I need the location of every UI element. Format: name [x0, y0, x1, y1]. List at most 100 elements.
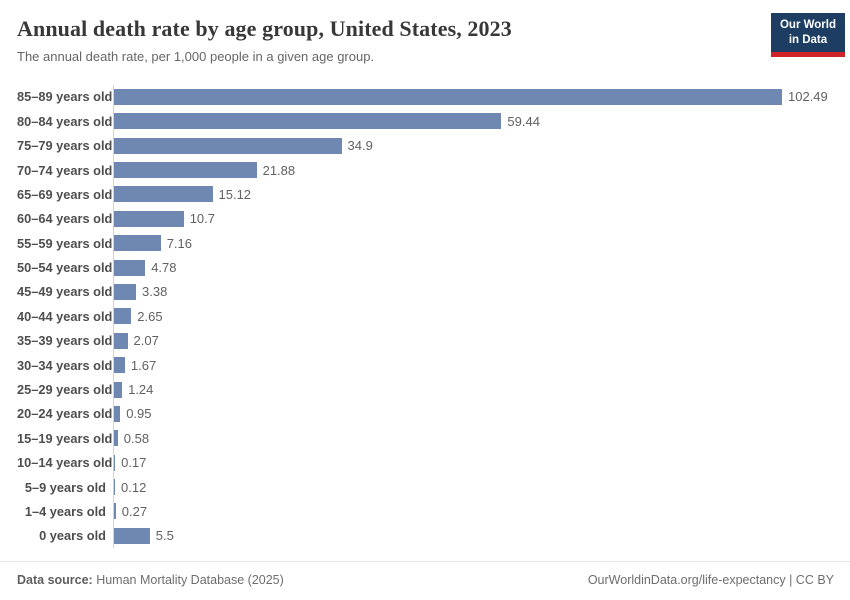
- category-label: 55–59 years old: [17, 235, 113, 251]
- bar-area: 0.58: [113, 426, 834, 451]
- category-label: 25–29 years old: [17, 382, 113, 398]
- bar-value-label: 0.27: [121, 503, 148, 519]
- bar-value-label: 0.58: [123, 430, 150, 446]
- category-label: 65–69 years old: [17, 186, 113, 202]
- chart-row: 25–29 years old 1.24: [17, 377, 834, 402]
- bar-value-label: 102.49: [788, 89, 828, 105]
- bar-area: 34.9: [113, 133, 834, 158]
- category-label: 85–89 years old: [17, 89, 113, 105]
- bar-value-label: 2.65: [137, 308, 163, 324]
- bar[interactable]: [114, 283, 136, 300]
- bar-area: 0.27: [113, 499, 834, 524]
- category-label: 80–84 years old: [17, 113, 113, 129]
- bar-value-label: 21.88: [262, 162, 296, 178]
- bar-value-label: 0.95: [126, 406, 152, 422]
- bar-area: 0.95: [113, 401, 834, 427]
- bar[interactable]: [114, 527, 150, 544]
- data-source-text: Human Mortality Database (2025): [92, 573, 284, 587]
- bar-chart-rows: 85–89 years old 102.49 80–84 years old 59.4…: [17, 84, 834, 549]
- bar-value-label: 15.12: [218, 186, 252, 202]
- chart-row: 1–4 years old 0.27: [17, 499, 834, 524]
- bar-area: 59.44: [113, 109, 834, 134]
- chart-row: 35–39 years old 2.07: [17, 328, 834, 353]
- bar-area: 2.65: [113, 304, 834, 329]
- bar-area: 4.78: [113, 255, 834, 280]
- chart-row: 10–14 years old 0.17: [17, 450, 834, 475]
- category-label: 10–14 years old: [17, 455, 113, 471]
- bar-area: 10.7: [113, 206, 834, 231]
- bar[interactable]: [114, 405, 121, 422]
- bar-value-label: 4.78: [151, 260, 177, 276]
- bar-area: 0.17: [113, 450, 834, 475]
- chart-subtitle: The annual death rate, per 1,000 people …: [17, 49, 375, 65]
- bar[interactable]: [114, 259, 146, 276]
- category-label: 15–19 years old: [17, 430, 113, 446]
- data-source-label: Data source:: [17, 573, 93, 587]
- bar-value-label: 1.67: [130, 357, 157, 373]
- bar-area: 1.67: [113, 352, 834, 378]
- bar-value-label: 2.07: [133, 333, 159, 349]
- category-label: 75–79 years old: [17, 138, 113, 154]
- bar-area: 1.24: [113, 377, 834, 402]
- owid-logo-line2: in Data: [788, 33, 828, 46]
- bar-value-label: 10.7: [189, 211, 215, 227]
- category-label: 30–34 years old: [17, 357, 113, 373]
- chart-row: 0 years old 5.5: [17, 523, 834, 549]
- chart-row: 15–19 years old 0.58: [17, 426, 834, 451]
- bar[interactable]: [114, 479, 115, 496]
- bar-value-label: 5.5: [155, 528, 174, 544]
- category-label: 5–9 years old: [24, 479, 106, 495]
- bar-area: 15.12: [113, 182, 834, 207]
- attribution-link[interactable]: OurWorldinData.org/life-expectancy | CC …: [587, 573, 834, 587]
- chart-row: 50–54 years old 4.78: [17, 255, 834, 280]
- category-label: 70–74 years old: [17, 162, 113, 178]
- bar-value-label: 0.17: [121, 455, 147, 471]
- bar[interactable]: [114, 381, 123, 398]
- owid-logo: Our World in Data: [770, 13, 845, 57]
- bar-area: 7.16: [113, 230, 834, 256]
- bar-value-label: 7.16: [166, 235, 192, 251]
- chart-row: 40–44 years old 2.65: [17, 304, 834, 329]
- bar[interactable]: [114, 88, 782, 105]
- chart-row: 65–69 years old 15.12: [17, 182, 834, 207]
- page-title: Annual death rate by age group, United S…: [17, 16, 512, 41]
- chart-row: 80–84 years old 59.44: [17, 109, 834, 134]
- bar-value-label: 0.12: [121, 479, 147, 495]
- category-label: 0 years old: [39, 528, 106, 544]
- category-label: 50–54 years old: [17, 260, 113, 276]
- chart-header: Annual death rate by age group, United S…: [0, 0, 850, 66]
- bar[interactable]: [114, 235, 161, 252]
- bar[interactable]: [114, 137, 342, 154]
- bar[interactable]: [114, 210, 184, 227]
- bar[interactable]: [114, 430, 118, 447]
- bar[interactable]: [114, 186, 213, 203]
- category-label: 45–49 years old: [17, 284, 113, 300]
- chart-row: 60–64 years old 10.7: [17, 206, 834, 231]
- bar[interactable]: [114, 113, 502, 130]
- chart-row: 75–79 years old 34.9: [17, 133, 834, 158]
- chart-row: 20–24 years old 0.95: [17, 401, 834, 427]
- data-source-note: Data source: Human Mortality Database (2…: [17, 573, 284, 587]
- chart-row: 55–59 years old 7.16: [17, 230, 834, 256]
- bar-value-label: 34.9: [347, 138, 373, 154]
- bar[interactable]: [114, 454, 116, 471]
- bar-area: 21.88: [113, 157, 834, 183]
- category-label: 1–4 years old: [24, 503, 106, 519]
- bar[interactable]: [114, 357, 125, 374]
- bar-value-label: 59.44: [507, 113, 540, 129]
- category-label: 40–44 years old: [17, 308, 113, 324]
- chart-row: 30–34 years old 1.67: [17, 352, 834, 378]
- bar[interactable]: [114, 503, 116, 520]
- category-label: 60–64 years old: [17, 211, 113, 227]
- bar[interactable]: [114, 162, 257, 178]
- bar-area: 5.5: [113, 523, 834, 549]
- chart-footer: Data source: Human Mortality Database (2…: [0, 561, 850, 600]
- bar[interactable]: [114, 332, 128, 349]
- chart-row: 45–49 years old 3.38: [17, 279, 834, 305]
- bar-value-label: 3.38: [142, 284, 168, 300]
- bar-area: 102.49: [113, 84, 834, 110]
- chart-row: 5–9 years old 0.12: [17, 474, 834, 500]
- bar[interactable]: [114, 308, 132, 325]
- bar-area: 3.38: [113, 279, 834, 305]
